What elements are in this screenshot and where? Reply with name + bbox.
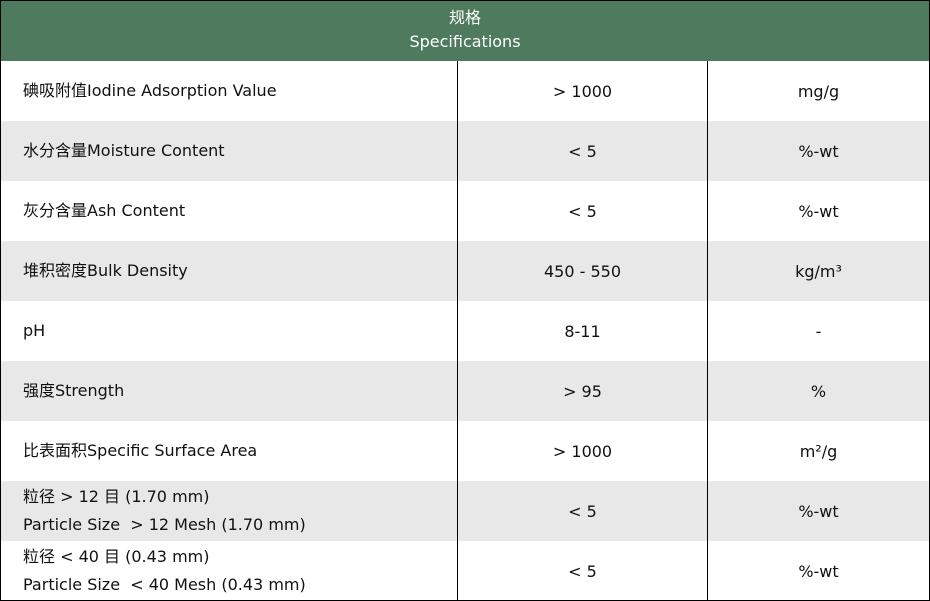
header-title-cn: 规格: [448, 8, 481, 27]
table-row: 强度Strength > 95%: [1, 361, 929, 421]
property-label: 粒径 < 40 目 (0.43 mm): [23, 547, 210, 566]
property-cell: 灰分含量Ash Content: [1, 181, 458, 241]
table-header: 规格 Specifications: [1, 1, 929, 61]
property-label: 比表面积Specific Surface Area: [23, 441, 258, 460]
value-cell: < 5: [458, 541, 708, 601]
property-label: pH: [23, 321, 46, 340]
unit-cell: mg/g: [797, 81, 840, 101]
value-cell: < 5: [458, 181, 708, 241]
property-cell: 粒径 < 40 目 (0.43 mm) Particle Size < 40 Me…: [1, 541, 458, 601]
value-cell: < 5: [458, 121, 708, 181]
value-cell: 450 - 550: [458, 241, 708, 301]
property-cell: 堆积密度Bulk Density: [1, 241, 458, 301]
property-label: Particle Size < 40 Mesh (0.43 mm): [23, 575, 306, 594]
value-cell: > 1000: [458, 421, 708, 481]
property-cell: 强度Strength: [1, 361, 458, 421]
property-label: 堆积密度Bulk Density: [23, 261, 188, 280]
table-row: 比表面积Specific Surface Area > 1000 m²/g: [1, 421, 929, 481]
property-label: Particle Size > 12 Mesh (1.70 mm): [23, 515, 306, 534]
unit-cell: %-wt: [798, 201, 839, 221]
property-label: 强度Strength: [23, 381, 125, 400]
property-label: 粒径 > 12 目 (1.70 mm): [23, 487, 210, 506]
value-cell: 8-11: [458, 301, 708, 361]
header-title-en: Specifications: [409, 32, 521, 51]
property-label: 灰分含量Ash Content: [23, 201, 186, 220]
unit-cell: %: [810, 381, 827, 401]
property-cell: 粒径 > 12 目 (1.70 mm) Particle Size > 12 Me…: [1, 481, 458, 541]
value-cell: > 1000: [458, 61, 708, 121]
property-cell: pH: [1, 301, 458, 361]
table-row: 粒径 < 40 目 (0.43 mm) Particle Size < 40 Me…: [1, 541, 929, 601]
unit-cell: kg/m³: [795, 261, 842, 281]
property-cell: 碘吸附值Iodine Adsorption Value: [1, 61, 458, 121]
unit-cell: %-wt: [798, 501, 839, 521]
table-row: 灰分含量Ash Content < 5 %-wt: [1, 181, 929, 241]
unit-cell: %-wt: [798, 141, 839, 161]
table-row: pH 8-11 -: [1, 301, 929, 361]
table-row: 粒径 > 12 目 (1.70 mm) Particle Size > 12 Me…: [1, 481, 929, 541]
table-row: 碘吸附值Iodine Adsorption Value > 1000 mg/g: [1, 61, 929, 121]
property-label: 碘吸附值Iodine Adsorption Value: [23, 81, 277, 100]
unit-cell: m²/g: [799, 441, 838, 461]
table-row: 水分含量Moisture Content < 5 %-wt: [1, 121, 929, 181]
property-cell: 水分含量Moisture Content: [1, 121, 458, 181]
property-cell: 比表面积Specific Surface Area: [1, 421, 458, 481]
table-row: 堆积密度Bulk Density 450 - 550 kg/m³: [1, 241, 929, 301]
property-label: 水分含量Moisture Content: [23, 141, 225, 160]
unit-cell: -: [815, 321, 822, 341]
value-cell: > 95: [458, 361, 708, 421]
value-cell: < 5: [458, 481, 708, 541]
unit-cell: %-wt: [798, 561, 839, 581]
